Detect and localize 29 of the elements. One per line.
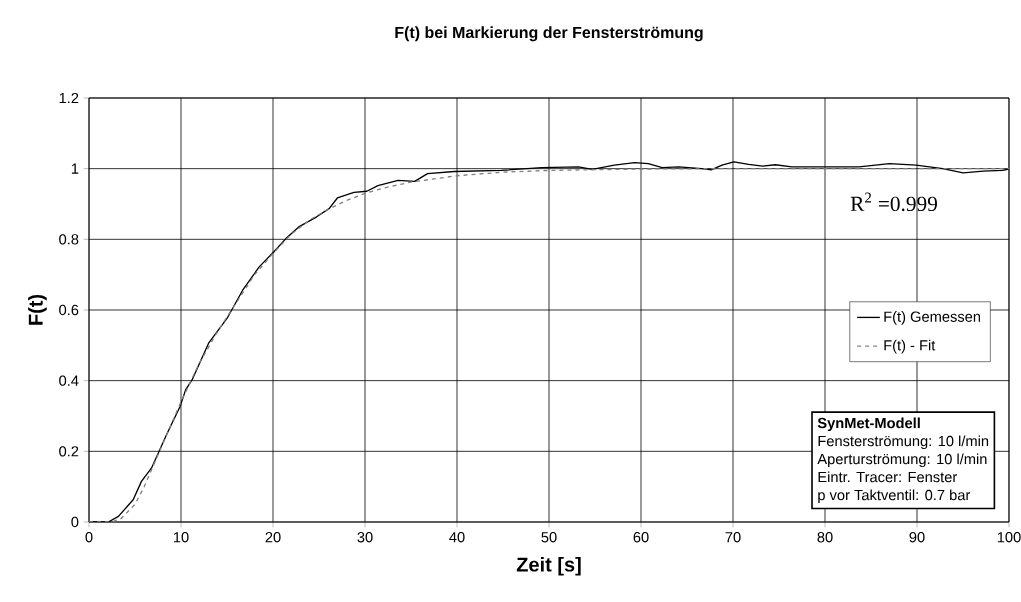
y-tick-label: 0.8 [59,234,79,245]
x-tick-label: 70 [725,532,741,543]
x-tick-label: 10 [173,532,189,543]
legend-label: F(t) - Fit [884,339,936,354]
y-axis-title: F(t) [28,294,47,325]
y-tick-label: 1.2 [59,92,79,104]
x-tick-label: 30 [357,532,373,543]
x-tick-label: 20 [265,532,281,543]
x-axis-title: Zeit [s] [516,556,581,576]
annotation: Eintr. Tracer: Fenster [818,471,958,483]
y-tick-label: 0.6 [59,304,79,316]
y-tick-label: 0 [71,516,79,528]
y-tick-label: 1 [71,163,79,174]
x-tick-label: 0 [85,532,93,543]
x-tick-label: 80 [817,532,833,543]
annotation: Fensterströmung: 10 l/min [818,435,989,450]
x-tick-label: 40 [449,532,465,543]
y-tick-label: 0.2 [59,446,79,457]
annotation: R$^{2}$ =0.999 [850,192,937,212]
x-tick-label: 60 [633,532,649,543]
x-tick-label: 50 [541,532,557,543]
x-tick-label: 100 [997,532,1021,543]
x-tick-label: 90 [909,532,925,543]
annotation: SynMet-Modell [817,417,920,432]
y-tick-label: 0.4 [59,375,79,386]
chart-title: F(t) bei Markierung der Fensterströmung [395,26,703,42]
annotation: Aperturströmung: 10 l/min [817,453,987,468]
legend-label: F(t) Gemessen [884,311,981,325]
annotation: p vor Taktventil: 0.7 bar [818,489,971,504]
